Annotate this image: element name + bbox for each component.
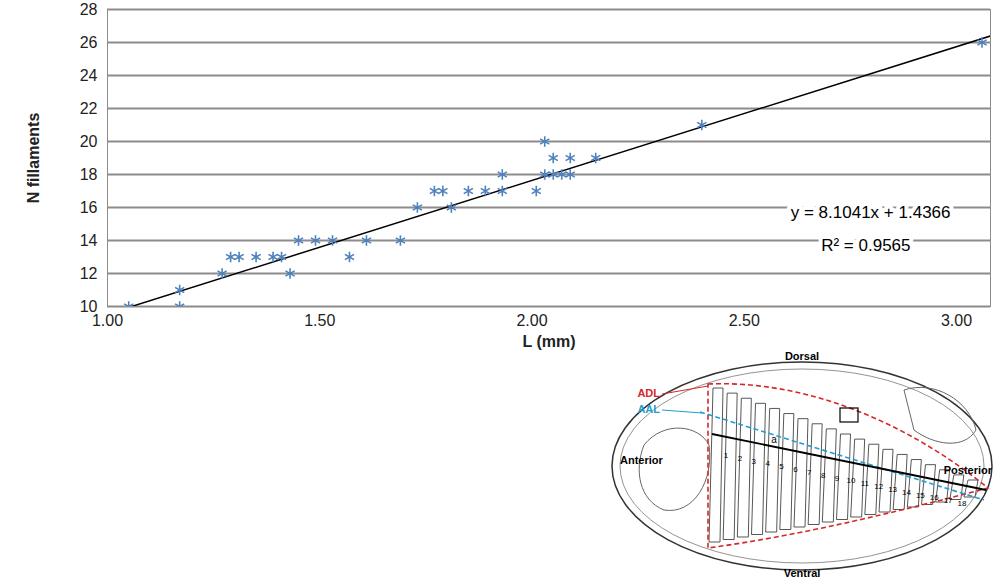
svg-text:18: 18 (958, 499, 967, 508)
svg-text:ADL: ADL (637, 387, 660, 399)
svg-text:15: 15 (916, 491, 925, 500)
svg-text:Dorsal: Dorsal (785, 350, 819, 362)
svg-text:12: 12 (80, 265, 98, 282)
svg-text:5: 5 (779, 462, 784, 471)
svg-text:16: 16 (930, 493, 939, 502)
svg-text:3: 3 (752, 457, 757, 466)
svg-text:22: 22 (80, 100, 98, 117)
svg-text:1: 1 (724, 451, 729, 460)
svg-text:8: 8 (821, 471, 826, 480)
svg-text:12: 12 (874, 482, 883, 491)
svg-text:28: 28 (80, 1, 98, 18)
svg-text:Posterior: Posterior (944, 464, 993, 476)
svg-text:N fillaments: N fillaments (25, 113, 42, 204)
svg-text:R² = 0.9565: R² = 0.9565 (821, 236, 910, 255)
svg-text:AAL: AAL (637, 403, 660, 415)
svg-text:1.00: 1.00 (92, 312, 123, 329)
svg-text:13: 13 (888, 485, 897, 494)
svg-text:Anterior: Anterior (620, 454, 664, 466)
svg-text:9: 9 (835, 474, 840, 483)
svg-text:L (mm): L (mm) (522, 333, 575, 350)
svg-text:1.50: 1.50 (304, 312, 335, 329)
svg-text:26: 26 (80, 34, 98, 51)
svg-text:14: 14 (80, 232, 98, 249)
svg-text:11: 11 (861, 479, 870, 488)
svg-text:4: 4 (765, 459, 770, 468)
svg-text:3.00: 3.00 (941, 312, 972, 329)
svg-text:y = 8.1041x + 1.4366: y = 8.1041x + 1.4366 (791, 203, 951, 222)
svg-text:17: 17 (944, 496, 953, 505)
svg-text:2: 2 (738, 454, 743, 463)
svg-text:20: 20 (80, 133, 98, 150)
svg-text:6: 6 (793, 465, 798, 474)
svg-text:Ventral: Ventral (784, 567, 821, 579)
svg-text:2.00: 2.00 (516, 312, 547, 329)
svg-text:2.50: 2.50 (729, 312, 760, 329)
svg-text:16: 16 (80, 199, 98, 216)
svg-text:a: a (771, 434, 777, 445)
svg-text:10: 10 (846, 476, 855, 485)
svg-text:10: 10 (79, 297, 98, 315)
svg-text:14: 14 (902, 488, 911, 497)
svg-text:18: 18 (80, 166, 98, 183)
svg-text:7: 7 (807, 468, 812, 477)
svg-text:24: 24 (80, 67, 98, 84)
